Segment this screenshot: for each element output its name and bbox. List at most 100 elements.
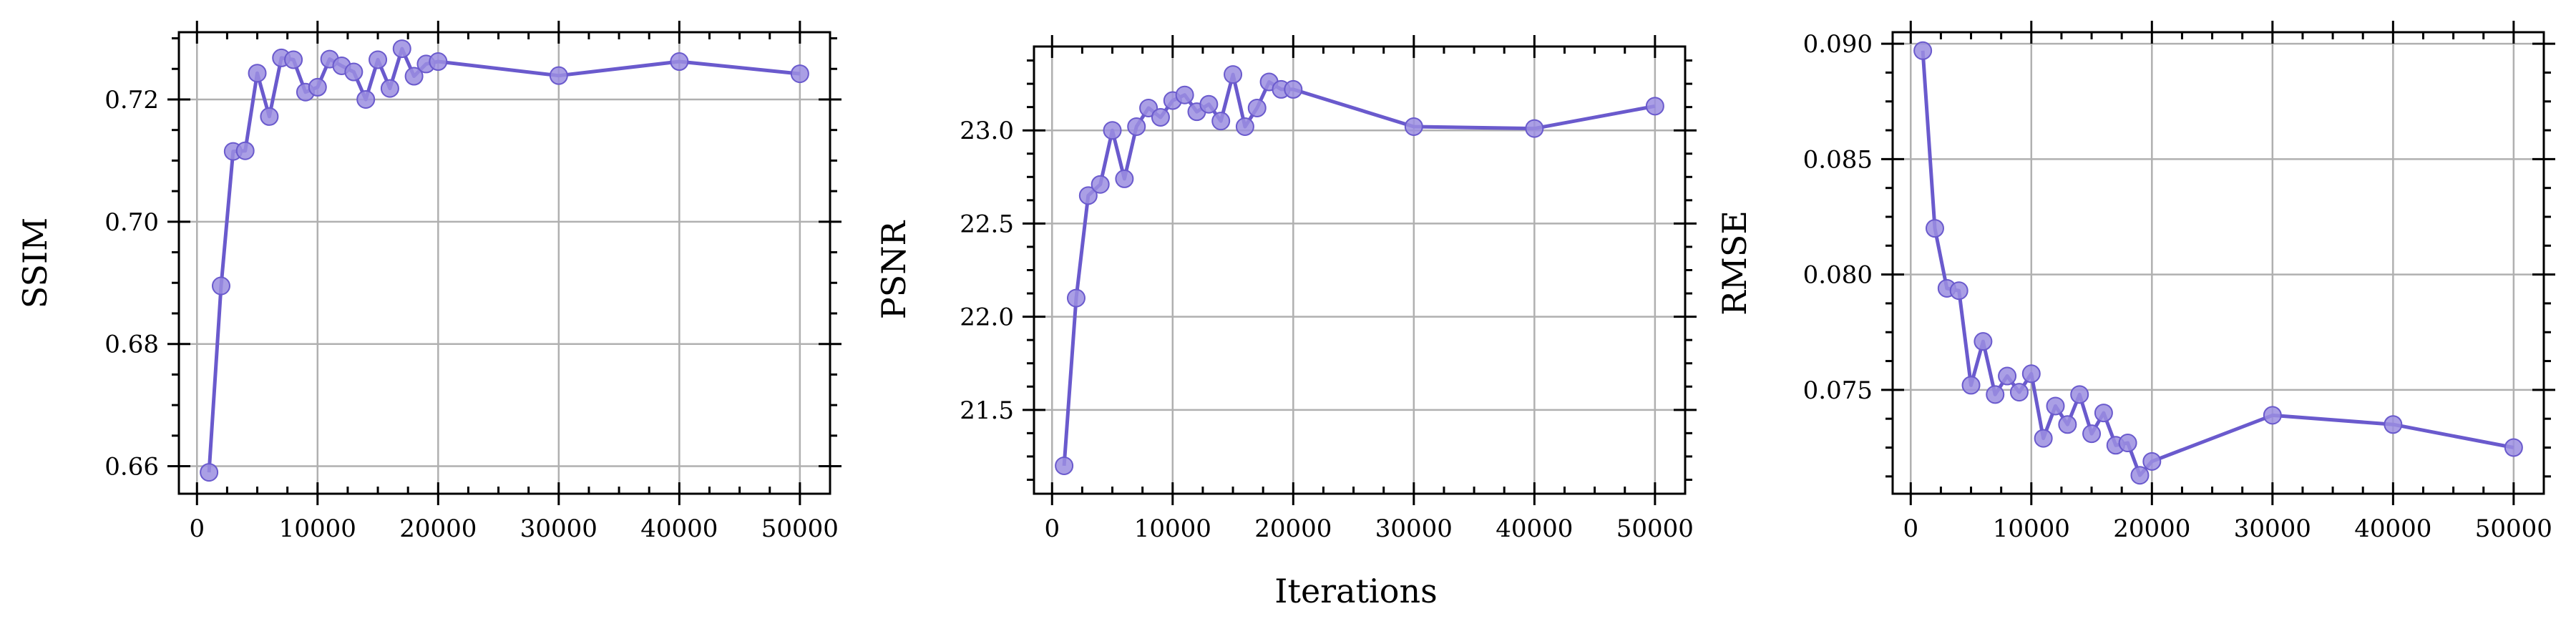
psnr-data-point <box>1091 175 1110 194</box>
psnr-data-point <box>1078 186 1098 205</box>
rmse-data-point <box>2082 424 2102 444</box>
psnr-data-point <box>1127 117 1146 136</box>
psnr-data-point <box>1284 79 1303 99</box>
psnr-data-point <box>1103 121 1122 140</box>
psnr-data-point <box>1645 97 1664 116</box>
rmse-y-axis-label: RMSE <box>1715 210 1754 316</box>
psnr-data-point <box>1115 169 1134 188</box>
rmse-data-point <box>1986 385 2005 404</box>
ssim-data-point <box>260 107 279 126</box>
ssim-data-point <box>248 64 267 83</box>
ssim-data-point <box>429 52 448 72</box>
ssim-data-point <box>211 276 230 296</box>
rmse-x-tick-label: 40000 <box>2354 514 2431 543</box>
rmse-data-point <box>2142 452 2162 471</box>
rmse-y-tick-label: 0.090 <box>1803 30 1873 59</box>
psnr-data-point <box>1055 456 1074 475</box>
rmse-data-point <box>2263 406 2282 425</box>
psnr-x-tick-label: 10000 <box>1134 514 1211 543</box>
ssim-x-tick-label: 20000 <box>399 514 477 543</box>
rmse-x-tick-label: 20000 <box>2113 514 2190 543</box>
ssim-data-point <box>392 39 411 59</box>
psnr-data-point <box>1199 94 1219 114</box>
psnr-data-point <box>1211 112 1231 131</box>
psnr-chart-panel: 0 10000 20000 30000 40000 50000 21.5 22.0 22.5 23… <box>874 35 1697 543</box>
psnr-data-point <box>1404 117 1423 136</box>
psnr-series-line <box>1062 72 1656 467</box>
psnr-x-tick-label: 30000 <box>1375 514 1453 543</box>
ssim-data-point <box>284 50 303 69</box>
psnr-y-axis-label: PSNR <box>874 220 913 319</box>
psnr-data-point <box>1224 65 1243 84</box>
ssim-data-point <box>549 66 568 85</box>
ssim-data-point <box>369 50 388 69</box>
ssim-data-point <box>235 141 255 160</box>
ssim-chart-panel: 0 10000 20000 30000 40000 50000 0.66 0.68 0.70 0.… <box>16 21 841 543</box>
rmse-chart-panel: 0 10000 20000 30000 40000 50000 0.075 0.080 0.08… <box>1715 21 2555 543</box>
rmse-data-point <box>2070 385 2089 404</box>
rmse-data-point <box>1925 219 1944 238</box>
rmse-plot-frame <box>1891 31 2545 495</box>
psnr-data-point <box>1247 98 1267 117</box>
ssim-y-tick-label: 0.72 <box>104 86 159 114</box>
rmse-y-tick-label: 0.085 <box>1803 145 1873 174</box>
psnr-y-tick-label: 23.0 <box>960 117 1014 145</box>
psnr-x-tick-label: 50000 <box>1616 514 1694 543</box>
rmse-x-tick-label: 0 <box>1903 514 1918 543</box>
psnr-x-tick-label: 20000 <box>1254 514 1332 543</box>
psnr-plot-frame <box>1033 45 1687 495</box>
rmse-data-point <box>2130 466 2150 485</box>
ssim-x-tick-label: 10000 <box>279 514 356 543</box>
ssim-x-tick-label: 50000 <box>761 514 839 543</box>
ssim-data-point <box>344 62 364 82</box>
rmse-data-point <box>2118 434 2137 453</box>
ssim-y-tick-label: 0.68 <box>104 331 159 359</box>
rmse-data-point <box>2094 404 2113 423</box>
ssim-x-tick-label: 30000 <box>520 514 597 543</box>
shared-x-axis-label: Iterations <box>1274 572 1437 610</box>
ssim-data-point <box>380 79 399 98</box>
ssim-data-point <box>404 67 424 86</box>
ssim-data-point <box>308 77 327 97</box>
rmse-data-point <box>1974 332 1993 351</box>
rmse-data-point <box>2046 396 2065 416</box>
ssim-y-axis-label: SSIM <box>16 218 54 309</box>
ssim-x-tick-label: 40000 <box>640 514 718 543</box>
psnr-x-tick-label: 0 <box>1044 514 1060 543</box>
rmse-y-tick-label: 0.075 <box>1803 376 1873 405</box>
ssim-data-point <box>670 52 689 72</box>
ssim-data-point <box>200 463 219 482</box>
ssim-data-point <box>356 89 376 109</box>
rmse-data-point <box>1961 376 1981 395</box>
psnr-y-tick-label: 21.5 <box>960 396 1014 425</box>
ssim-data-point <box>790 64 809 84</box>
psnr-x-tick-label: 40000 <box>1496 514 1573 543</box>
psnr-data-point <box>1235 117 1254 136</box>
rmse-data-point <box>1913 41 1933 60</box>
psnr-data-point <box>1066 288 1085 308</box>
rmse-data-point <box>2504 438 2523 457</box>
rmse-x-tick-label: 10000 <box>1993 514 2070 543</box>
rmse-data-point <box>2034 429 2053 448</box>
rmse-data-point <box>1949 281 1968 301</box>
ssim-y-tick-label: 0.70 <box>104 208 159 237</box>
rmse-series-line <box>1921 50 2514 477</box>
rmse-x-tick-label: 30000 <box>2234 514 2311 543</box>
rmse-data-point <box>2009 383 2029 402</box>
ssim-x-tick-label: 0 <box>189 514 205 543</box>
psnr-data-point <box>1151 107 1170 127</box>
psnr-y-tick-label: 22.0 <box>960 303 1014 332</box>
rmse-data-point <box>1998 366 2017 386</box>
psnr-data-point <box>1175 85 1194 104</box>
psnr-y-tick-label: 22.5 <box>960 210 1014 238</box>
rmse-data-point <box>2058 415 2077 434</box>
rmse-x-tick-label: 50000 <box>2475 514 2552 543</box>
rmse-data-point <box>2384 415 2403 434</box>
psnr-data-point <box>1525 119 1544 138</box>
rmse-data-point <box>2021 364 2041 384</box>
ssim-plot-frame <box>177 31 831 495</box>
rmse-y-tick-label: 0.080 <box>1803 261 1873 290</box>
ssim-series-line <box>207 47 801 473</box>
ssim-y-tick-label: 0.66 <box>104 453 159 482</box>
